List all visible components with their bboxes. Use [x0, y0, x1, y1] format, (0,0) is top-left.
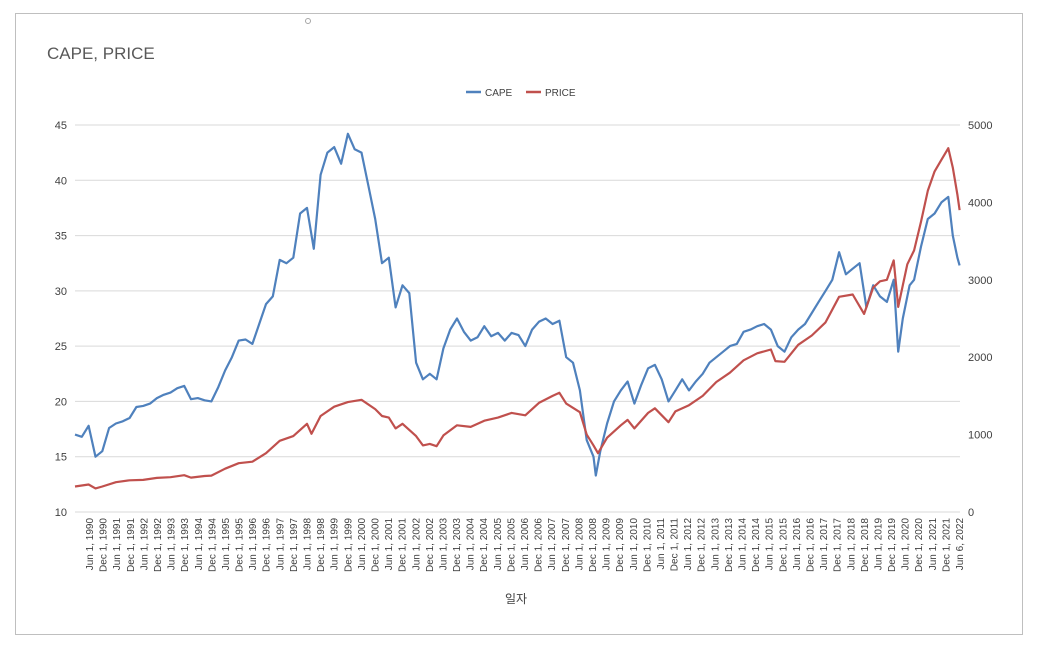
x-tick-label: Jun 1, 1995 — [221, 518, 232, 571]
x-axis-label: 일자 — [505, 592, 527, 606]
x-tick-label: Dec 1, 2003 — [452, 518, 463, 572]
x-axis-ticks: Jun 1, 1990 Dec 1, 1990 Jun 1, 1991 Dec 1, … — [85, 518, 966, 572]
x-tick-label: Jun 1, 2016 — [792, 518, 803, 571]
x-tick-label: Jun 1, 1990 — [85, 518, 96, 571]
left-tick-label: 30 — [55, 286, 67, 298]
x-tick-label: Jun 6, 2022 — [955, 518, 966, 571]
x-tick-label: Dec 1, 2014 — [751, 518, 762, 572]
left-axis-ticks: 10 15 20 25 30 35 40 45 — [55, 120, 67, 519]
x-tick-label: Dec 1, 1995 — [235, 518, 246, 572]
x-tick-label: Dec 1, 2007 — [561, 518, 572, 572]
x-tick-label: Dec 1, 2006 — [534, 518, 545, 572]
right-tick-label: 1000 — [968, 430, 992, 442]
left-tick-label: 15 — [55, 452, 67, 464]
right-axis-ticks: 0 1000 2000 3000 4000 5000 — [968, 120, 992, 519]
x-tick-label: Jun 1, 2009 — [602, 518, 613, 571]
right-tick-label: 2000 — [968, 352, 992, 364]
x-tick-label: Jun 1, 2021 — [928, 518, 939, 571]
left-tick-label: 10 — [55, 507, 67, 519]
x-tick-label: Dec 1, 1999 — [343, 518, 354, 572]
x-tick-label: Dec 1, 2002 — [425, 518, 436, 572]
x-tick-label: Jun 1, 2013 — [710, 518, 721, 571]
x-tick-label: Dec 1, 2012 — [697, 518, 708, 572]
x-tick-label: Jun 1, 1993 — [167, 518, 178, 571]
left-tick-label: 45 — [55, 120, 67, 132]
x-tick-label: Dec 1, 2013 — [724, 518, 735, 572]
x-tick-label: Jun 1, 2018 — [846, 518, 857, 571]
right-tick-label: 3000 — [968, 275, 992, 287]
x-tick-label: Jun 1, 2008 — [574, 518, 585, 571]
x-tick-label: Dec 1, 2021 — [941, 518, 952, 572]
series-line-price — [74, 147, 961, 490]
x-tick-label: Dec 1, 1993 — [180, 518, 191, 572]
x-tick-label: Dec 1, 1994 — [207, 518, 218, 572]
x-tick-label: Dec 1, 2011 — [670, 518, 681, 572]
right-tick-label: 5000 — [968, 120, 992, 132]
x-tick-label: Jun 1, 1991 — [112, 518, 123, 571]
series-lines — [74, 132, 961, 490]
legend-label: PRICE — [545, 88, 576, 99]
x-tick-label: Jun 1, 2002 — [411, 518, 422, 571]
x-tick-label: Jun 1, 2014 — [738, 518, 749, 571]
x-tick-label: Jun 1, 2007 — [547, 518, 558, 571]
x-tick-label: Jun 1, 2011 — [656, 518, 667, 570]
x-tick-label: Dec 1, 2017 — [833, 518, 844, 572]
x-tick-label: Jun 1, 1996 — [248, 518, 259, 571]
x-tick-label: Dec 1, 2010 — [642, 518, 653, 572]
x-tick-label: Dec 1, 2004 — [479, 518, 490, 572]
right-tick-label: 4000 — [968, 197, 992, 209]
x-tick-label: Dec 1, 2019 — [887, 518, 898, 572]
x-tick-label: Jun 1, 2010 — [629, 518, 640, 571]
x-tick-label: Jun 1, 2020 — [901, 518, 912, 571]
x-tick-label: Dec 1, 1990 — [99, 518, 110, 572]
chart-title: CAPE, PRICE — [47, 44, 155, 63]
x-tick-label: Jun 1, 1998 — [303, 518, 314, 571]
x-tick-label: Jun 1, 2017 — [819, 518, 830, 571]
x-tick-label: Dec 1, 2000 — [370, 518, 381, 572]
x-tick-label: Jun 1, 2003 — [438, 518, 449, 571]
x-tick-label: Jun 1, 1994 — [194, 518, 205, 571]
x-tick-label: Jun 1, 1999 — [330, 518, 341, 571]
x-tick-label: Dec 1, 2001 — [398, 518, 409, 572]
chart-frame — [15, 13, 1023, 635]
left-tick-label: 20 — [55, 396, 67, 408]
legend: CAPE PRICE — [466, 88, 576, 99]
x-tick-label: Dec 1, 1996 — [262, 518, 273, 572]
x-tick-label: Jun 1, 2005 — [493, 518, 504, 571]
x-tick-label: Jun 1, 1992 — [139, 518, 150, 571]
x-tick-label: Dec 1, 2009 — [615, 518, 626, 572]
x-tick-label: Dec 1, 2016 — [805, 518, 816, 572]
x-tick-label: Dec 1, 2018 — [860, 518, 871, 572]
x-tick-label: Jun 1, 2006 — [520, 518, 531, 571]
x-tick-label: Jun 1, 2000 — [357, 518, 368, 571]
x-tick-label: Dec 1, 1992 — [153, 518, 164, 572]
left-tick-label: 35 — [55, 231, 67, 243]
x-tick-label: Jun 1, 2001 — [384, 518, 395, 571]
x-tick-label: Dec 1, 2015 — [778, 518, 789, 572]
x-tick-label: Dec 1, 1991 — [126, 518, 137, 572]
right-tick-label: 0 — [968, 507, 974, 519]
x-tick-label: Dec 1, 2020 — [914, 518, 925, 572]
x-tick-label: Jun 1, 1997 — [275, 518, 286, 571]
legend-label: CAPE — [485, 88, 513, 99]
x-tick-label: Jun 1, 2012 — [683, 518, 694, 571]
x-tick-label: Jun 1, 2019 — [873, 518, 884, 571]
left-tick-label: 25 — [55, 341, 67, 353]
x-tick-label: Jun 1, 2004 — [466, 518, 477, 571]
resize-handle-icon[interactable] — [305, 18, 311, 24]
x-tick-label: Dec 1, 1997 — [289, 518, 300, 572]
gridlines — [75, 124, 960, 513]
x-tick-label: Jun 1, 2015 — [765, 518, 776, 571]
x-tick-label: Dec 1, 2005 — [506, 518, 517, 572]
left-tick-label: 40 — [55, 175, 67, 187]
x-tick-label: Dec 1, 2008 — [588, 518, 599, 572]
x-tick-label: Dec 1, 1998 — [316, 518, 327, 572]
series-line-cape — [74, 132, 961, 477]
